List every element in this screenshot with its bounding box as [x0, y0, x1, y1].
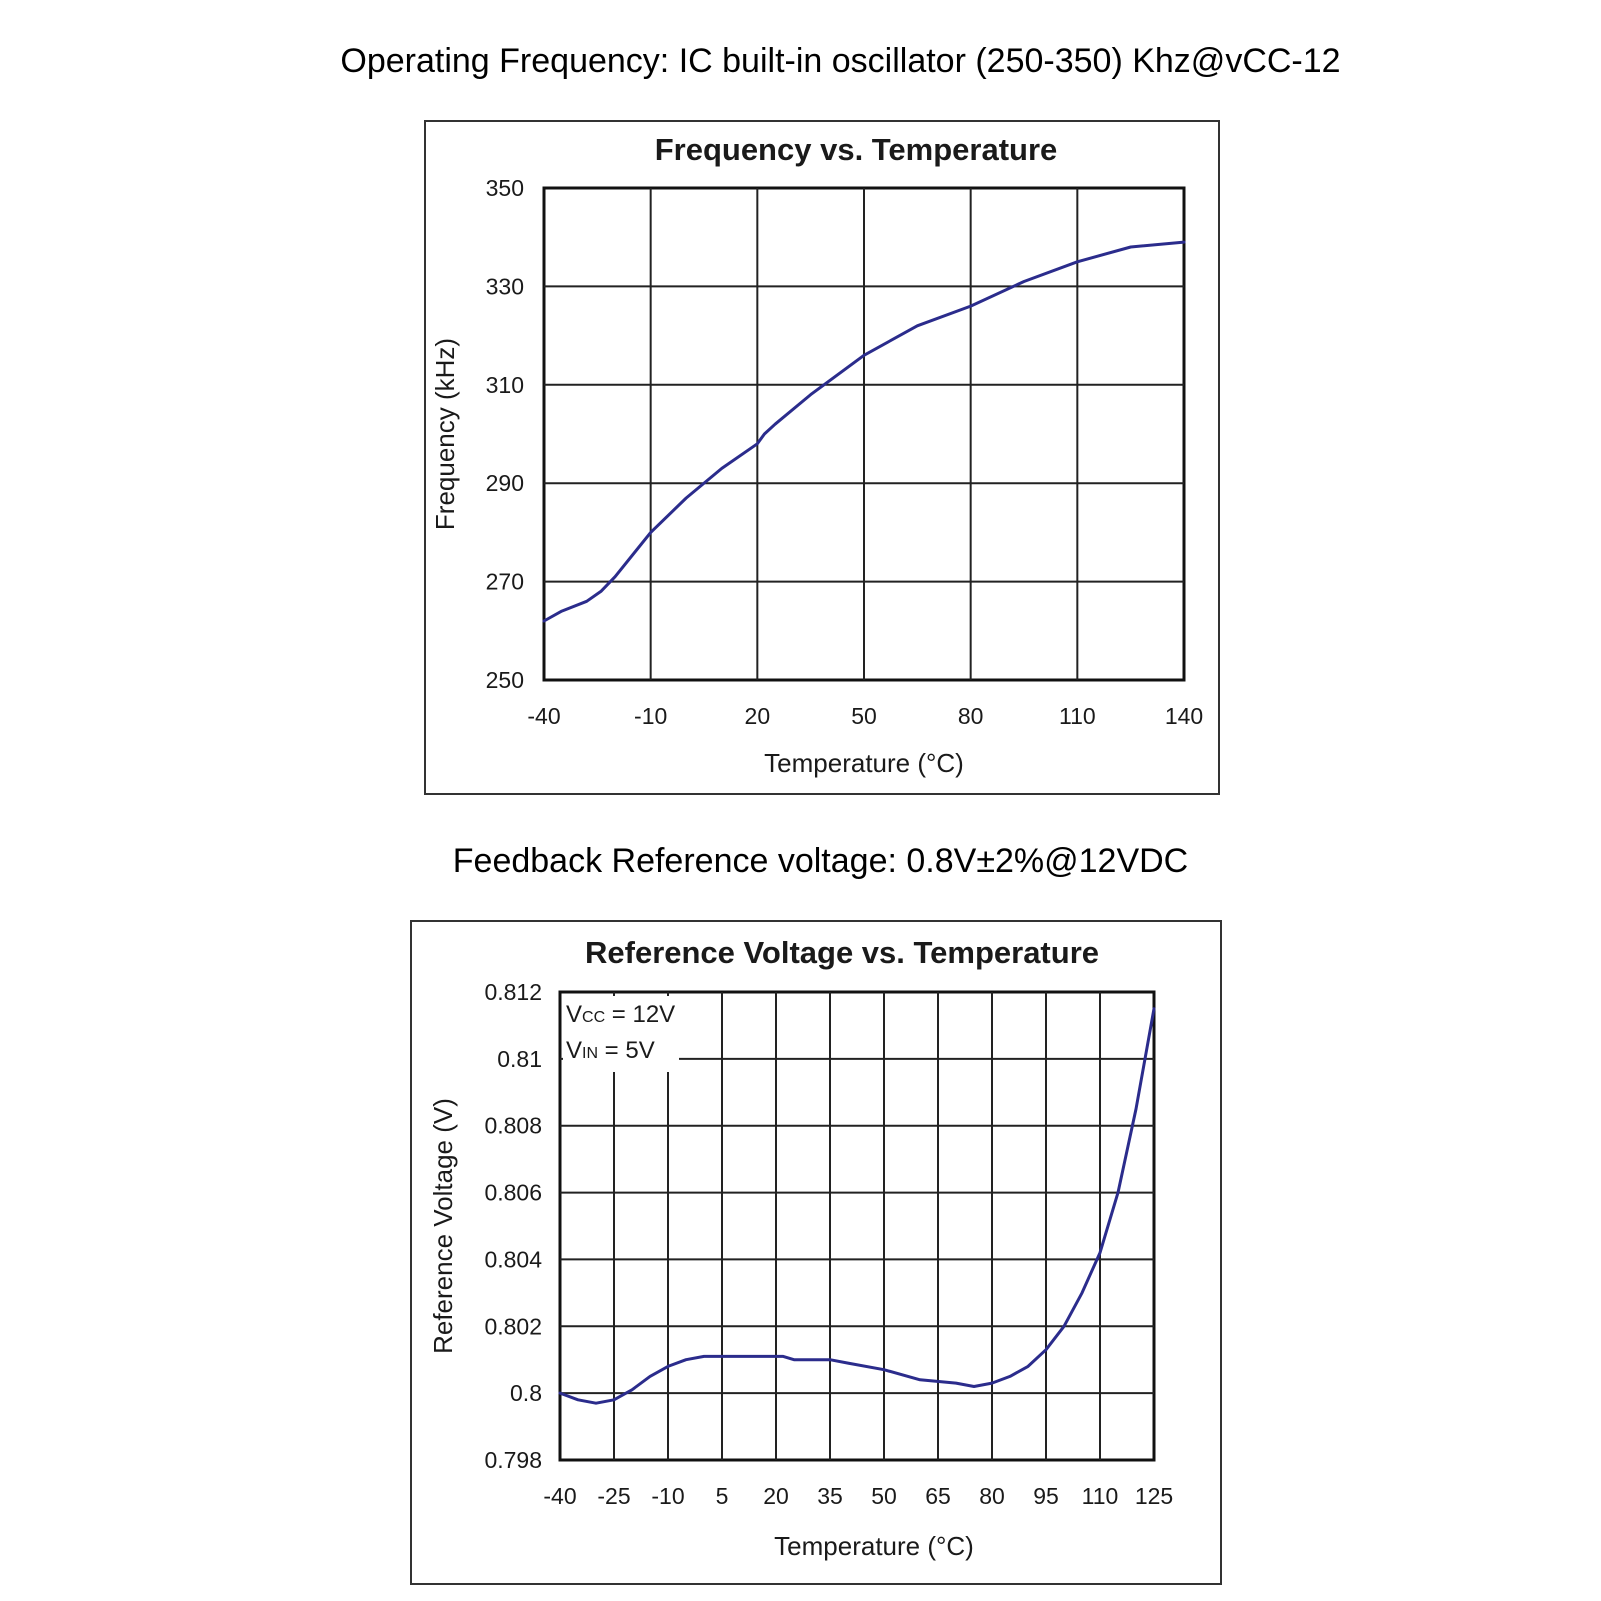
x-tick-label: 20 [745, 703, 771, 729]
x-tick-label: 20 [763, 1483, 789, 1509]
x-tick-label: 125 [1135, 1483, 1173, 1509]
y-axis-label: Frequency (kHz) [430, 338, 460, 530]
y-tick-label: 330 [486, 273, 524, 299]
conditions-annotation: VCC = 12V VIN = 5V [566, 1001, 675, 1064]
x-tick-label: 110 [1059, 703, 1096, 729]
y-tick-label: 250 [486, 667, 524, 693]
x-tick-label: 50 [851, 703, 877, 729]
x-tick-label: 50 [871, 1483, 897, 1509]
frequency-vs-temperature-chart: Frequency vs. Temperature 250 270 290 310 33… [424, 120, 1220, 795]
y-tick-labels: 0.798 0.8 0.802 0.804 0.806 0.808 0.81 0.812 [484, 979, 542, 1473]
reference-voltage-series-line [558, 1007, 1156, 1405]
x-tick-labels: -40 -10 20 50 80 110 140 [527, 703, 1203, 729]
x-tick-label: 140 [1165, 703, 1203, 729]
y-tick-label: 0.812 [484, 979, 542, 1005]
x-tick-label: 110 [1082, 1483, 1119, 1509]
y-tick-label: 0.806 [484, 1180, 542, 1206]
y-tick-label: 350 [486, 175, 524, 201]
y-tick-label: 0.8 [510, 1380, 542, 1406]
x-tick-label: 80 [958, 703, 984, 729]
reference-voltage-vs-temperature-chart: Reference Voltage vs. Temperature VCC = … [410, 920, 1222, 1585]
x-tick-label: -25 [597, 1483, 630, 1509]
y-tick-label: 0.798 [484, 1447, 542, 1473]
y-tick-label: 0.81 [497, 1046, 542, 1072]
x-tick-label: 5 [716, 1483, 729, 1509]
y-tick-label: 310 [486, 372, 524, 398]
x-axis-label: Temperature (°C) [764, 748, 964, 778]
y-tick-label: 0.808 [484, 1113, 542, 1139]
x-tick-label: 35 [817, 1483, 843, 1509]
x-tick-label: 65 [925, 1483, 951, 1509]
y-tick-label: 290 [486, 470, 524, 496]
x-tick-label: -10 [651, 1483, 684, 1509]
y-tick-label: 270 [486, 569, 524, 595]
annotation-line: VCC = 12V [566, 1001, 675, 1028]
x-axis-label: Temperature (°C) [774, 1531, 974, 1561]
x-tick-label: -10 [634, 703, 667, 729]
x-tick-labels: -40 -25 -10 5 20 35 50 65 80 95 110 125 [543, 1483, 1173, 1509]
x-tick-label: -40 [527, 703, 560, 729]
gridlines [544, 188, 1184, 680]
x-tick-label: 95 [1033, 1483, 1059, 1509]
chart-title: Reference Voltage vs. Temperature [585, 935, 1099, 970]
x-tick-label: 80 [979, 1483, 1005, 1509]
y-axis-label: Reference Voltage (V) [428, 1098, 458, 1354]
x-tick-label: -40 [543, 1483, 576, 1509]
feedback-reference-heading: Feedback Reference voltage: 0.8V±2%@12VD… [452, 842, 1189, 880]
frequency-series-line [542, 240, 1186, 623]
gridlines [560, 992, 1154, 1460]
y-tick-labels: 250 270 290 310 330 350 [486, 175, 524, 693]
y-tick-label: 0.804 [484, 1246, 542, 1272]
y-tick-label: 0.802 [484, 1313, 542, 1339]
chart-title: Frequency vs. Temperature [655, 132, 1058, 167]
annotation-box [563, 996, 679, 1072]
annotation-line: VIN = 5V [566, 1037, 655, 1064]
operating-frequency-heading: Operating Frequency: IC built-in oscilla… [340, 42, 1341, 80]
